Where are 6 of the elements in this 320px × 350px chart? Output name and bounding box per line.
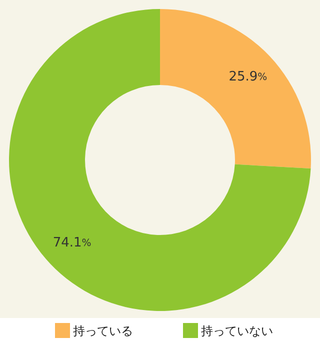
legend-label: 持っている	[73, 324, 133, 338]
donut-slice	[9, 9, 311, 311]
legend-label: 持っていない	[201, 324, 273, 338]
data-label: 25.9%	[228, 69, 268, 84]
data-label: 74.1%	[52, 236, 92, 251]
donut-slice	[160, 9, 311, 169]
